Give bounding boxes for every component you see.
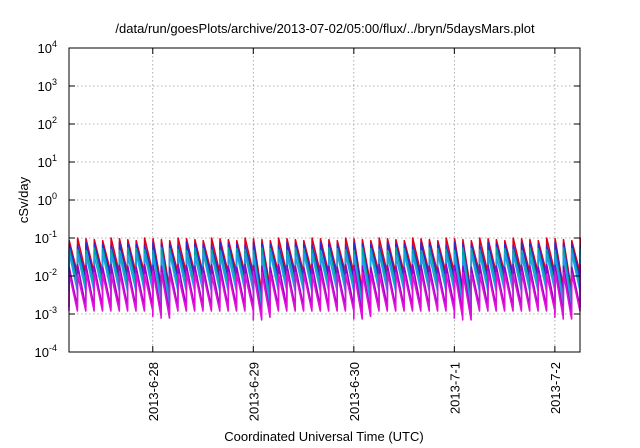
y-tick-label: 101 [38,153,57,170]
x-tick-label: 2013-6-28 [146,362,161,421]
series-layer [68,237,581,321]
x-axis-label: Coordinated Universal Time (UTC) [224,429,423,444]
series-line [68,270,581,321]
chart-title: /data/run/goesPlots/archive/2013-07-02/0… [115,21,535,36]
y-tick-label: 100 [38,191,57,208]
y-tick-label: 10-3 [35,305,57,322]
x-axis: 2013-6-28 2013-6-29 2013-6-30 2013-7-1 2013-… [146,48,563,421]
x-tick-label: 2013-7-2 [548,362,563,414]
x-tick-label: 2013-7-1 [447,362,462,414]
x-tick-label: 2013-6-30 [347,362,362,421]
y-tick-label: 104 [38,39,57,56]
y-axis-label: cSv/day [16,176,31,223]
y-tick-label: 10-1 [35,229,57,246]
y-tick-label: 10-2 [35,267,57,284]
y-axis: 10-4 10-3 10-2 10-1 100 101 102 103 104 [35,39,580,360]
y-tick-label: 103 [38,77,57,94]
y-tick-label: 10-4 [35,343,57,360]
y-tick-label: 102 [38,115,57,132]
x-tick-label: 2013-6-29 [246,362,261,421]
